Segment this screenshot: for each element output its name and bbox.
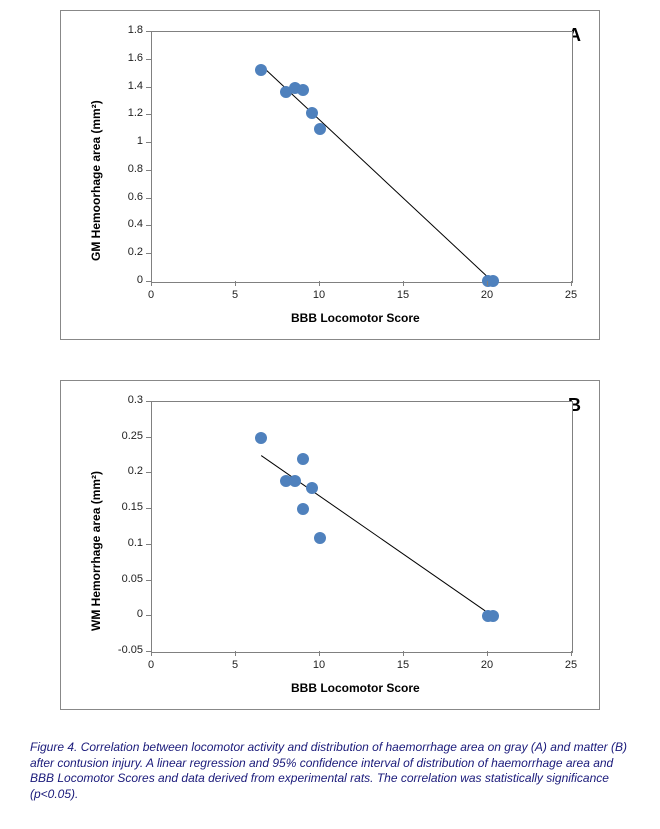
x-tick [319,651,320,656]
data-point [297,453,309,465]
chart-b-y-axis-title: WM Hemorrhage area (mm²) [89,471,103,631]
chart-a-trendline [152,32,572,282]
x-tick [403,281,404,286]
y-tick [146,580,151,581]
y-tick-label: 1.6 [103,52,143,64]
y-tick-label: 0.6 [103,191,143,203]
y-tick [146,544,151,545]
y-tick-label: 0 [103,274,143,286]
x-tick [403,651,404,656]
y-tick [146,225,151,226]
chart-b-panel: B r²= -0.93 WM Hemorrhage area (mm²) BBB… [60,380,600,710]
x-tick-label: 15 [388,659,418,671]
y-tick [146,401,151,402]
chart-b-trendline [152,402,572,652]
x-tick-label: 0 [136,659,166,671]
y-tick-label: 0.2 [103,246,143,258]
y-tick [146,253,151,254]
y-tick-label: 0.15 [103,501,143,513]
y-tick-label: -0.05 [103,644,143,656]
y-tick-label: 0.4 [103,218,143,230]
y-tick [146,615,151,616]
y-tick-label: 0.3 [103,394,143,406]
y-tick-label: 0.25 [103,430,143,442]
data-point [487,610,499,622]
y-tick-label: 0.05 [103,573,143,585]
y-tick [146,114,151,115]
data-point [306,107,318,119]
y-tick-label: 1.2 [103,107,143,119]
x-tick-label: 0 [136,289,166,301]
y-tick-label: 0.1 [103,537,143,549]
y-tick [146,472,151,473]
data-point [297,84,309,96]
y-tick [146,59,151,60]
x-tick [571,281,572,286]
x-tick [151,651,152,656]
chart-a-panel: A r²= -0.99 GM Hemoorhage area (mm²) BBB… [60,10,600,340]
data-point [487,275,499,287]
x-tick-label: 20 [472,659,502,671]
x-tick-label: 25 [556,289,586,301]
chart-a-x-axis-title: BBB Locomotor Score [291,311,420,325]
y-tick-label: 1.8 [103,24,143,36]
figure-caption: Figure 4. Correlation between locomotor … [30,740,630,802]
y-tick [146,508,151,509]
x-tick-label: 5 [220,289,250,301]
chart-a-y-axis-title: GM Hemoorhage area (mm²) [89,100,103,261]
y-tick [146,31,151,32]
x-tick-label: 10 [304,289,334,301]
x-tick-label: 15 [388,289,418,301]
y-tick [146,87,151,88]
data-point [289,475,301,487]
x-tick-label: 20 [472,289,502,301]
y-tick-label: 1 [103,135,143,147]
x-tick [571,651,572,656]
x-tick-label: 5 [220,659,250,671]
y-tick-label: 0.2 [103,465,143,477]
data-point [306,482,318,494]
data-point [314,532,326,544]
x-tick [235,281,236,286]
data-point [314,123,326,135]
chart-a-plot-area [151,31,573,283]
data-point [255,64,267,76]
x-tick [319,281,320,286]
y-tick [146,142,151,143]
y-tick-label: 1.4 [103,80,143,92]
chart-b-x-axis-title: BBB Locomotor Score [291,681,420,695]
data-point [297,503,309,515]
x-tick-label: 25 [556,659,586,671]
y-tick-label: 0.8 [103,163,143,175]
data-point [255,432,267,444]
x-tick-label: 10 [304,659,334,671]
chart-b-plot-area [151,401,573,653]
y-tick-label: 0 [103,608,143,620]
x-tick [487,281,488,286]
x-tick [151,281,152,286]
y-tick [146,170,151,171]
x-tick [235,651,236,656]
y-tick [146,437,151,438]
page: A r²= -0.99 GM Hemoorhage area (mm²) BBB… [0,0,660,829]
x-tick [487,651,488,656]
y-tick [146,198,151,199]
